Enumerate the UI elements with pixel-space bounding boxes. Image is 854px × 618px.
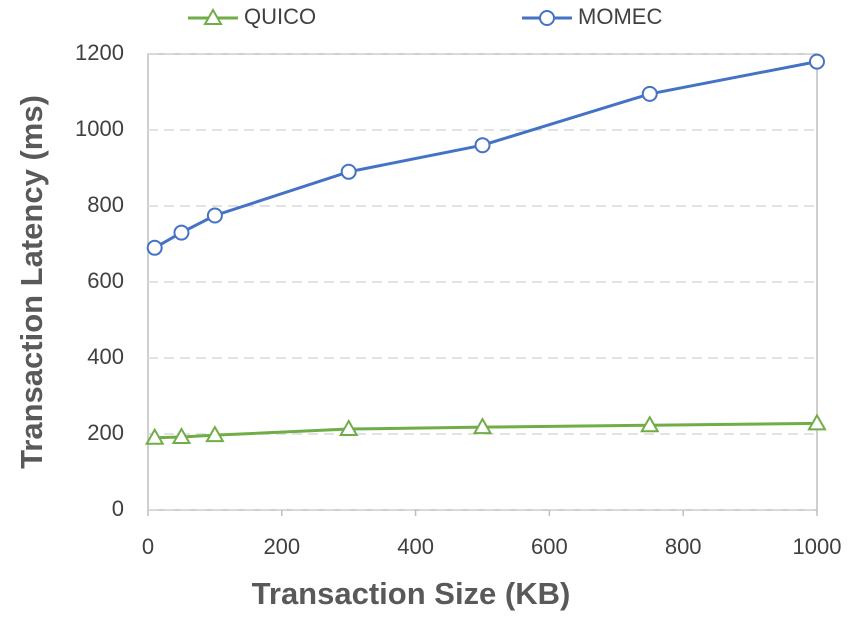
y-tick-label: 1200 [75,40,124,65]
y-axis-title: Transaction Latency (ms) [14,95,49,469]
y-tick-label: 400 [87,344,124,369]
data-point [173,224,190,241]
x-tick-label: 800 [665,534,702,559]
x-tick-label: 200 [263,534,300,559]
legend-marker [203,7,223,25]
data-point [472,417,493,435]
y-tick-label: 800 [87,192,124,217]
legend-marker [539,10,555,26]
data-point [171,427,192,445]
data-point [206,207,223,224]
x-tick-label: 0 [142,534,154,559]
y-tick-label: 200 [87,420,124,445]
data-point [474,137,491,154]
data-point [641,85,658,102]
x-axis-title: Transaction Size (KB) [252,576,571,611]
data-point [144,427,165,445]
x-tick-label: 1000 [793,534,842,559]
legend-label: QUICO [244,4,316,29]
x-tick-label: 600 [531,534,568,559]
data-point [338,419,359,437]
series-line [153,60,818,250]
data-point [146,239,163,256]
data-point [205,425,225,443]
data-point [640,415,660,433]
y-tick-label: 1000 [75,116,124,141]
data-point [340,163,357,180]
x-tick-label: 400 [397,534,434,559]
y-tick-label: 0 [112,496,124,521]
data-point [809,53,825,70]
data-point [807,413,827,431]
legend-label: MOMEC [578,4,662,29]
y-tick-label: 600 [87,268,124,293]
